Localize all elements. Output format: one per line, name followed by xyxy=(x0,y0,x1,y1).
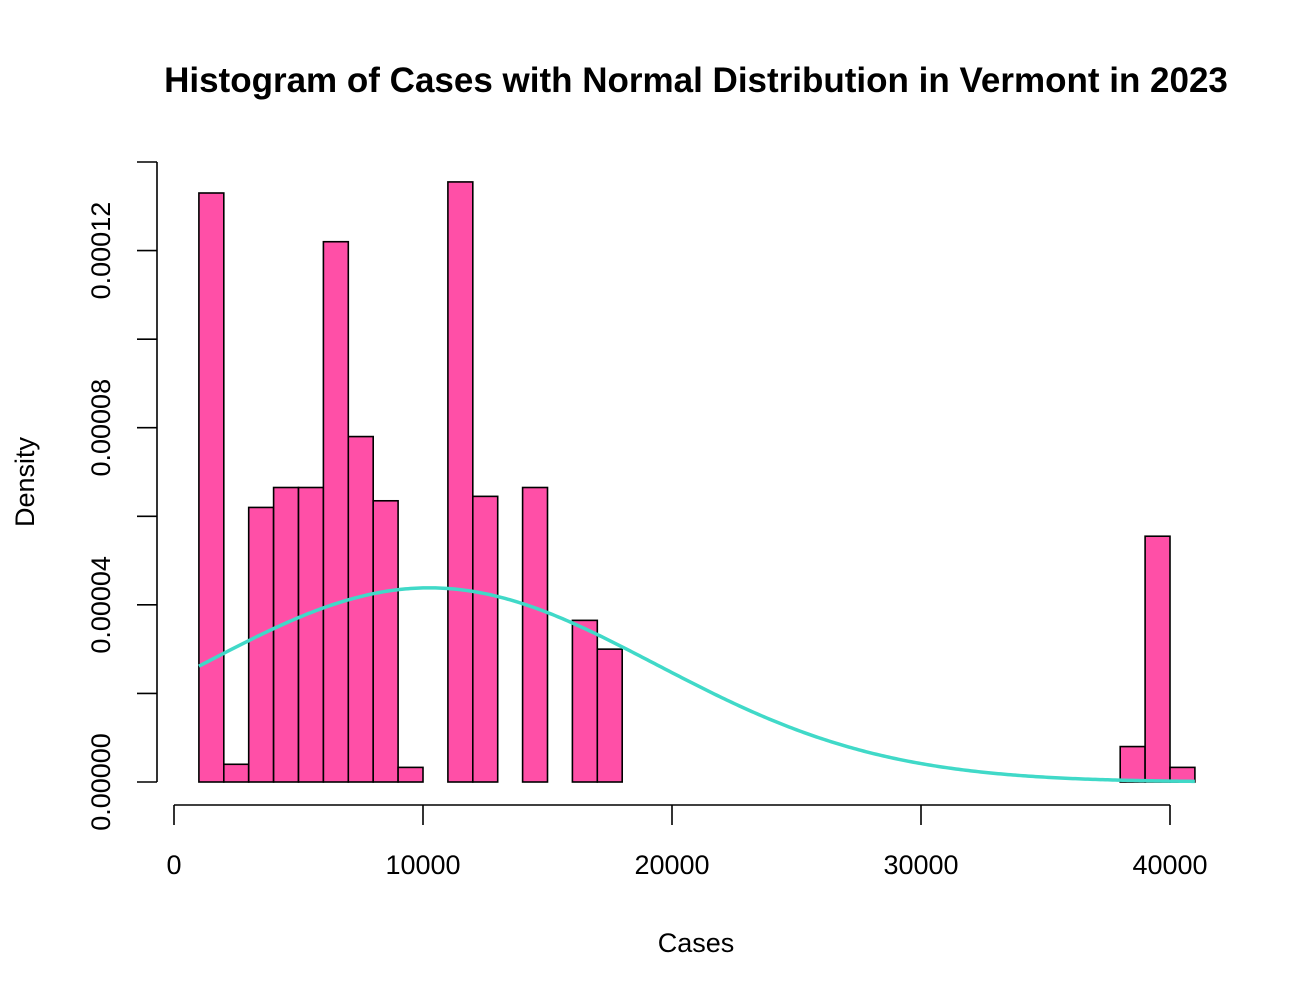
y-tick-label: 0.00004 xyxy=(86,556,116,654)
histogram-bars xyxy=(198,181,1196,783)
histogram-bar xyxy=(1144,535,1171,783)
x-axis: 0 10000 20000 30000 40000 xyxy=(166,804,1208,880)
x-axis-label: Cases xyxy=(658,928,735,958)
x-tick-label: 10000 xyxy=(385,850,460,880)
histogram-bar xyxy=(447,181,474,783)
x-tick-label: 30000 xyxy=(883,850,958,880)
histogram-bar xyxy=(596,648,623,783)
histogram-bar xyxy=(347,435,374,783)
y-tick-label: 0.00000 xyxy=(86,733,116,831)
histogram-bar xyxy=(272,486,300,783)
histogram-bar xyxy=(198,192,225,783)
histogram-bar xyxy=(223,763,250,783)
y-tick-label: 0.00008 xyxy=(86,379,116,477)
x-tick-label: 20000 xyxy=(634,850,709,880)
histogram-bar xyxy=(322,240,350,783)
histogram-bar xyxy=(397,766,424,783)
y-axis-label: Density xyxy=(10,436,40,527)
normal-distribution-curve xyxy=(198,586,1195,784)
histogram-bar xyxy=(571,619,599,783)
histogram-bar xyxy=(521,486,549,783)
histogram-bar xyxy=(372,499,399,783)
chart-title: Histogram of Cases with Normal Distribut… xyxy=(164,61,1228,100)
histogram-bar xyxy=(471,495,499,783)
y-axis: 0.00000 0.00004 0.00008 0.00012 xyxy=(86,161,158,831)
x-tick-label: 0 xyxy=(166,850,181,880)
x-tick-label: 40000 xyxy=(1132,850,1207,880)
histogram-bar xyxy=(247,506,275,783)
histogram-bar xyxy=(1119,745,1146,783)
histogram-bar xyxy=(297,486,325,783)
y-tick-label: 0.00012 xyxy=(86,202,116,300)
